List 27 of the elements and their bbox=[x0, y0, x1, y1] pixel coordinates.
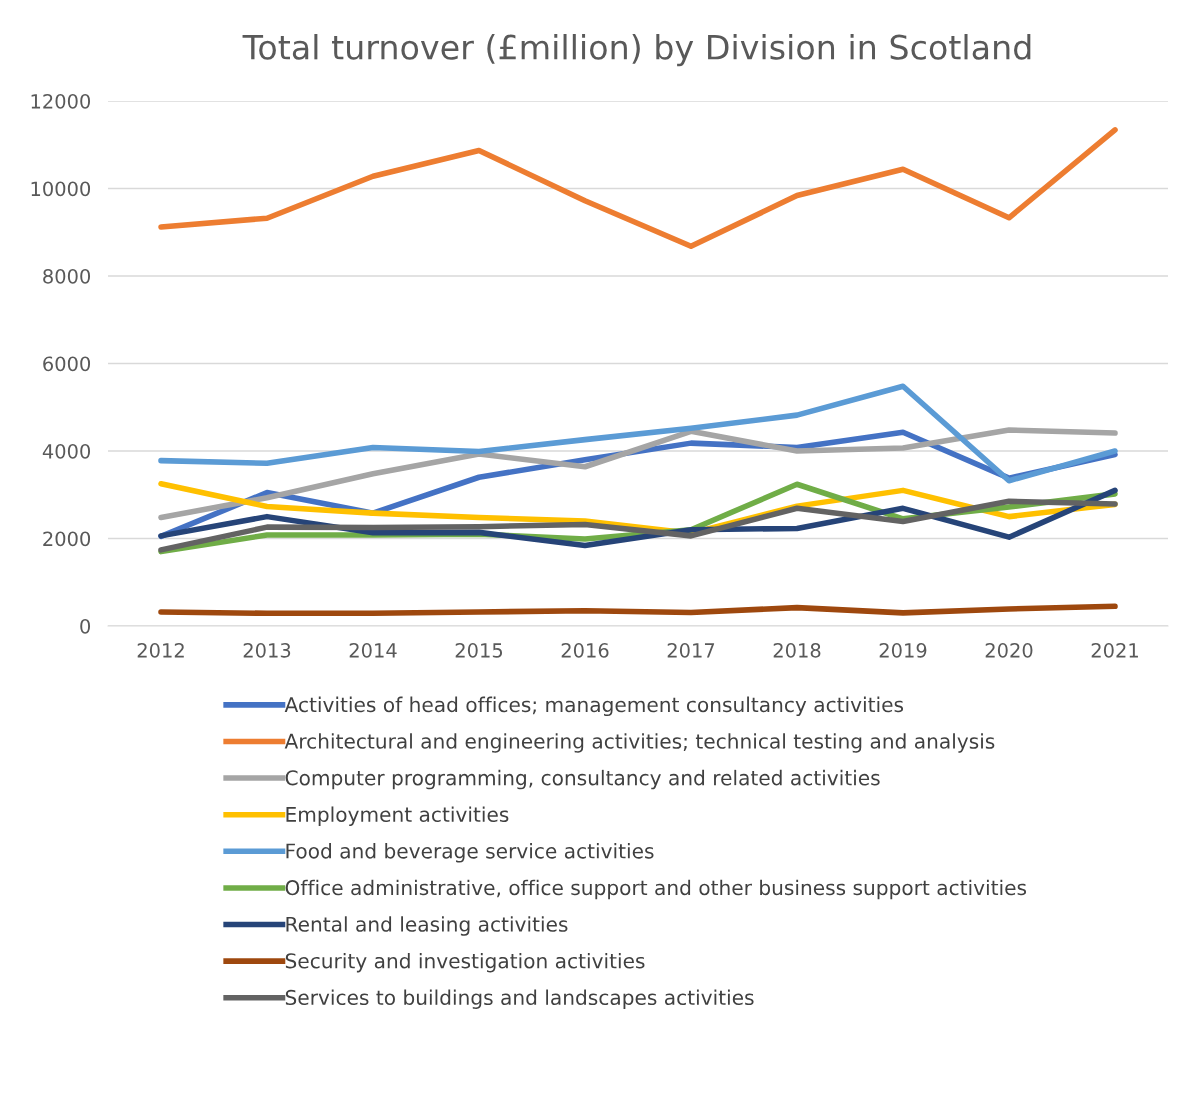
legend-label: Food and beverage service activities bbox=[286, 843, 654, 863]
y-tick-label: 8000 bbox=[43, 268, 91, 284]
legend-label: Architectural and engineering activities; technical testing and analysis bbox=[284, 733, 995, 753]
x-tick-label: 2016 bbox=[561, 643, 609, 658]
legend-label: Computer programming, consultancy and related activities bbox=[285, 769, 880, 790]
y-tick-label: 4000 bbox=[42, 443, 91, 459]
legend-label: Office administrative, office support and other business support activities bbox=[285, 879, 1027, 900]
chart-title: Total turnover (£million) by Division in Scotland bbox=[242, 34, 1031, 67]
x-tick-label: 2017 bbox=[667, 643, 715, 658]
y-tick-label: 0 bbox=[80, 618, 91, 634]
y-tick-label: 12000 bbox=[31, 93, 91, 109]
y-tick-label: 6000 bbox=[43, 356, 91, 372]
x-tick-label: 2014 bbox=[349, 643, 397, 658]
x-tick-label: 2018 bbox=[773, 643, 821, 658]
x-tick-label: 2012 bbox=[137, 643, 184, 658]
legend-label: Rental and leasing activities bbox=[286, 916, 568, 936]
y-tick-label: 2000 bbox=[43, 531, 91, 547]
legend-label: Employment activities bbox=[286, 806, 509, 826]
x-tick-label: 2013 bbox=[243, 643, 291, 658]
x-tick-label: 2015 bbox=[455, 643, 503, 658]
legend-label: Services to buildings and landscapes activities bbox=[285, 989, 754, 1009]
legend-label: Activities of head offices; management consultancy activities bbox=[284, 696, 904, 717]
y-tick-label: 10000 bbox=[31, 181, 91, 197]
legend-label: Security and investigation activities bbox=[285, 952, 645, 973]
x-tick-label: 2021 bbox=[1091, 643, 1138, 658]
x-tick-label: 2020 bbox=[985, 643, 1033, 658]
x-tick-label: 2019 bbox=[879, 643, 927, 658]
